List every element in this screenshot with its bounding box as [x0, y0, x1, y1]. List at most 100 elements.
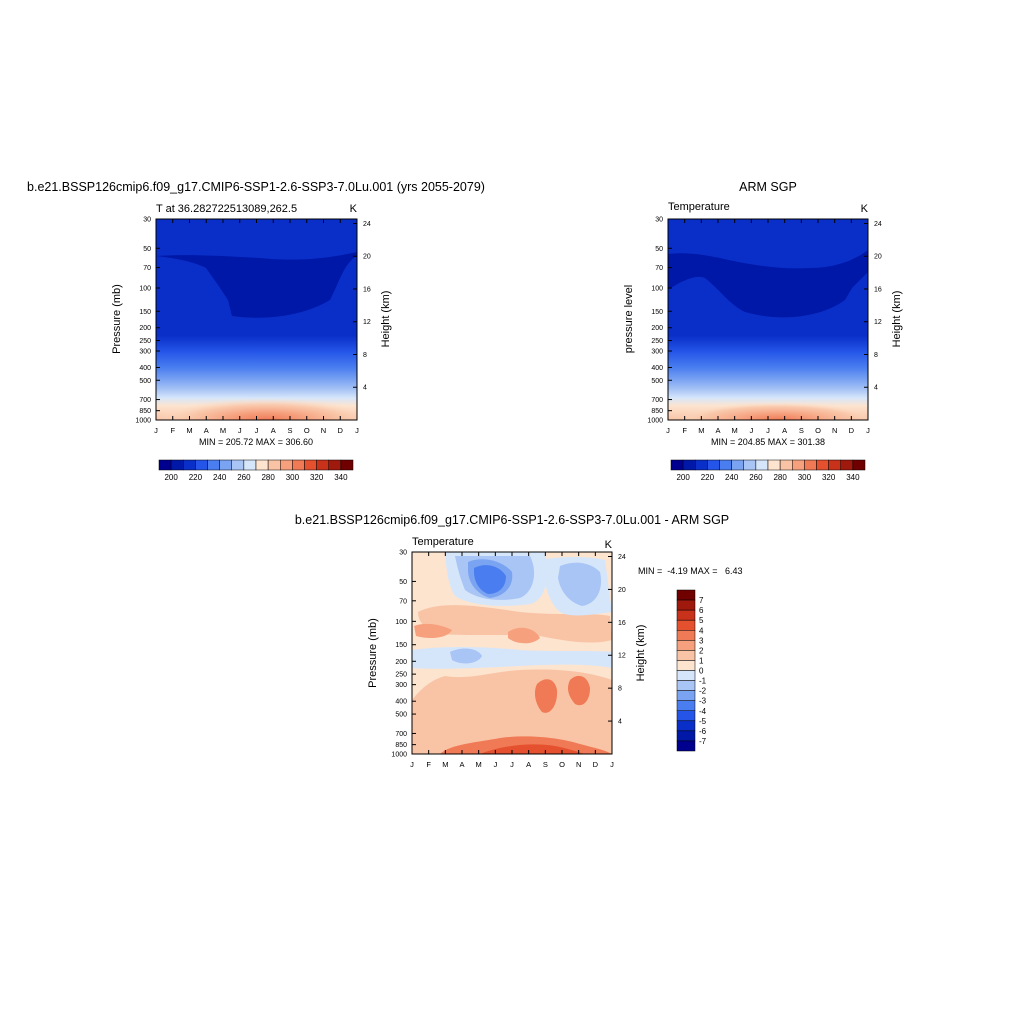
colorbar-label: 220	[189, 473, 203, 482]
x-tick-label: J	[355, 426, 359, 435]
obs-contour-field	[668, 219, 868, 420]
x-tick-label: O	[815, 426, 821, 435]
diff-y2label: Height (km)	[635, 625, 647, 682]
colorbar-swatch	[731, 459, 744, 471]
colorbar-swatch	[676, 700, 696, 711]
colorbar-label: 4	[699, 626, 704, 635]
y-tick-label: 300	[395, 682, 407, 689]
x-tick-label: J	[610, 760, 614, 769]
colorbar-swatch	[676, 720, 696, 732]
colorbar-swatch	[743, 459, 757, 471]
y-tick-label: 850	[395, 742, 407, 749]
y-tick-label: 250	[395, 672, 407, 679]
x-tick-label: M	[220, 426, 226, 435]
x-tick-label: A	[782, 426, 787, 435]
diff-ylabel: Pressure (mb)	[367, 618, 379, 688]
colorbar-swatch	[207, 459, 220, 471]
x-tick-label: J	[154, 426, 158, 435]
x-tick-label: N	[321, 426, 326, 435]
y-tick-label: 150	[139, 309, 151, 316]
colorbar-swatch	[707, 459, 720, 471]
x-tick-label: N	[576, 760, 581, 769]
colorbar-swatch	[676, 670, 696, 681]
y-tick-label: 850	[139, 408, 151, 415]
x-tick-label: J	[410, 760, 414, 769]
colorbar-label: 240	[213, 473, 227, 482]
model-height-axis: 24 20 16 12 8 4	[353, 221, 371, 392]
diff-warm-patch-3	[534, 679, 558, 713]
obs-warm-bulge	[668, 384, 868, 420]
y-tick-label: 200	[139, 325, 151, 332]
colorbar-swatch	[158, 459, 172, 471]
colorbar-swatch	[255, 459, 269, 471]
obs-variable-label: Temperature	[668, 201, 730, 213]
y-tick-label: 500	[651, 378, 663, 385]
y-tick-label: 400	[651, 365, 663, 372]
colorbar-label: 240	[725, 473, 739, 482]
model-colorbar: 200 220 240 260 280 300 320 340	[158, 459, 354, 482]
colorbar-swatch	[676, 619, 696, 631]
y-tick-label: 50	[399, 579, 407, 586]
height-tick-label: 4	[618, 719, 622, 726]
colorbar-label: 3	[699, 636, 704, 645]
y-tick-label: 300	[651, 348, 663, 355]
colorbar-label: -2	[699, 687, 707, 696]
x-tick-label: D	[338, 426, 344, 435]
x-tick-label: J	[766, 426, 770, 435]
x-tick-label: J	[493, 760, 497, 769]
colorbar-swatch	[676, 740, 696, 752]
height-tick-label: 24	[874, 221, 882, 228]
colorbar-label: -6	[699, 727, 707, 736]
model-warm-bulge	[156, 380, 357, 420]
colorbar-swatch	[219, 459, 232, 471]
model-ylabel: Pressure (mb)	[111, 284, 123, 354]
colorbar-swatch	[852, 459, 866, 471]
y-tick-label: 700	[651, 397, 663, 404]
height-tick-label: 12	[874, 319, 882, 326]
y-tick-label: 70	[399, 598, 407, 605]
obs-colorbar: 200 220 240 260 280 300 320 340	[670, 459, 866, 482]
y-tick-label: 1000	[647, 418, 663, 425]
diff-warm-stratos	[418, 605, 612, 643]
colorbar-label: 300	[798, 473, 812, 482]
x-tick-label: N	[832, 426, 837, 435]
model-minmax: MIN = 205.72 MAX = 306.60	[199, 437, 313, 447]
y-tick-label: 30	[143, 217, 151, 224]
colorbar-swatch	[676, 609, 696, 621]
y-tick-label: 250	[139, 338, 151, 345]
colorbar-swatch	[183, 459, 196, 471]
colorbar-swatch	[676, 599, 696, 611]
colorbar-swatch	[316, 459, 329, 471]
x-tick-label: A	[459, 760, 464, 769]
colorbar-swatch	[804, 459, 817, 471]
colorbar-label: 340	[334, 473, 348, 482]
colorbar-label: 220	[701, 473, 715, 482]
x-tick-label: J	[510, 760, 514, 769]
diff-warm-mid	[470, 678, 595, 735]
x-tick-label: O	[559, 760, 565, 769]
colorbar-label: 2	[699, 646, 704, 655]
diff-warm-patch-4	[567, 675, 590, 706]
colorbar-swatch	[243, 459, 257, 471]
colorbar-swatch	[340, 459, 354, 471]
y-tick-label: 50	[655, 246, 663, 253]
colorbar-swatch	[267, 459, 281, 471]
y-tick-label: 500	[139, 378, 151, 385]
obs-minmax: MIN = 204.85 MAX = 301.38	[711, 437, 825, 447]
y-tick-label: 700	[139, 397, 151, 404]
x-tick-label: M	[698, 426, 704, 435]
height-tick-label: 8	[618, 686, 622, 693]
colorbar-label: 1	[699, 656, 704, 665]
diff-hot-surface	[480, 744, 585, 754]
y-tick-label: 500	[395, 712, 407, 719]
colorbar-label: 320	[310, 473, 324, 482]
diff-variable-label: Temperature	[412, 536, 474, 548]
colorbar-label: -4	[699, 707, 707, 716]
model-panel-title: b.e21.BSSP126cmip6.f09_g17.CMIP6-SSP1-2.…	[27, 180, 485, 194]
colorbar-label: 300	[286, 473, 300, 482]
x-tick-label: S	[287, 426, 292, 435]
x-tick-label: M	[442, 760, 448, 769]
colorbar-label: 320	[822, 473, 836, 482]
